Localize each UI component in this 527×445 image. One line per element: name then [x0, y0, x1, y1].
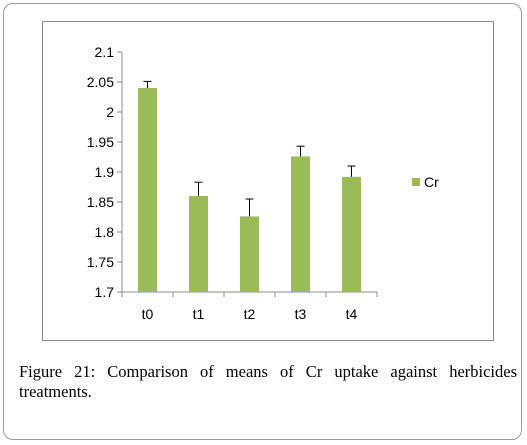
y-tick-label: 1.9	[95, 164, 115, 180]
figure-frame: 1.7 1.75 1.8 1.85 1.9 1.95 2 2.05 2.1 t0 t1 t2 t3 t4 C…	[3, 3, 522, 440]
y-tick-label: 1.95	[87, 134, 114, 150]
x-tick-label-t0: t0	[142, 306, 154, 322]
x-tick-label-t1: t1	[193, 306, 205, 322]
figure-caption: Figure 21: Comparison of means of Cr upt…	[19, 362, 517, 402]
caption-text: Comparison of means of Cr uptake against…	[19, 362, 517, 401]
legend-swatch	[412, 178, 420, 186]
bar-t3	[291, 156, 310, 292]
y-tick-label: 1.75	[87, 254, 114, 270]
bar-t4	[342, 176, 361, 292]
y-tick-label: 2.1	[95, 44, 115, 60]
y-tick-label: 1.85	[87, 194, 114, 210]
x-tick-label-t3: t3	[295, 306, 307, 322]
bar-t0	[138, 88, 157, 292]
y-tick-label: 1.7	[95, 284, 115, 300]
bar-t1	[189, 196, 208, 292]
x-tick-label-t4: t4	[346, 306, 358, 322]
chart-area: 1.7 1.75 1.8 1.85 1.9 1.95 2 2.05 2.1 t0 t1 t2 t3 t4 C…	[42, 21, 494, 341]
x-tick-label-t2: t2	[244, 306, 256, 322]
caption-label: Figure 21:	[19, 362, 96, 381]
y-tick-label: 1.8	[95, 224, 115, 240]
y-tick-label: 2	[106, 104, 114, 120]
bar-chart: 1.7 1.75 1.8 1.85 1.9 1.95 2 2.05 2.1 t0 t1 t2 t3 t4 C…	[87, 44, 439, 322]
bar-t2	[240, 216, 259, 292]
y-tick-label: 2.05	[87, 74, 114, 90]
legend-label: Cr	[424, 174, 439, 190]
